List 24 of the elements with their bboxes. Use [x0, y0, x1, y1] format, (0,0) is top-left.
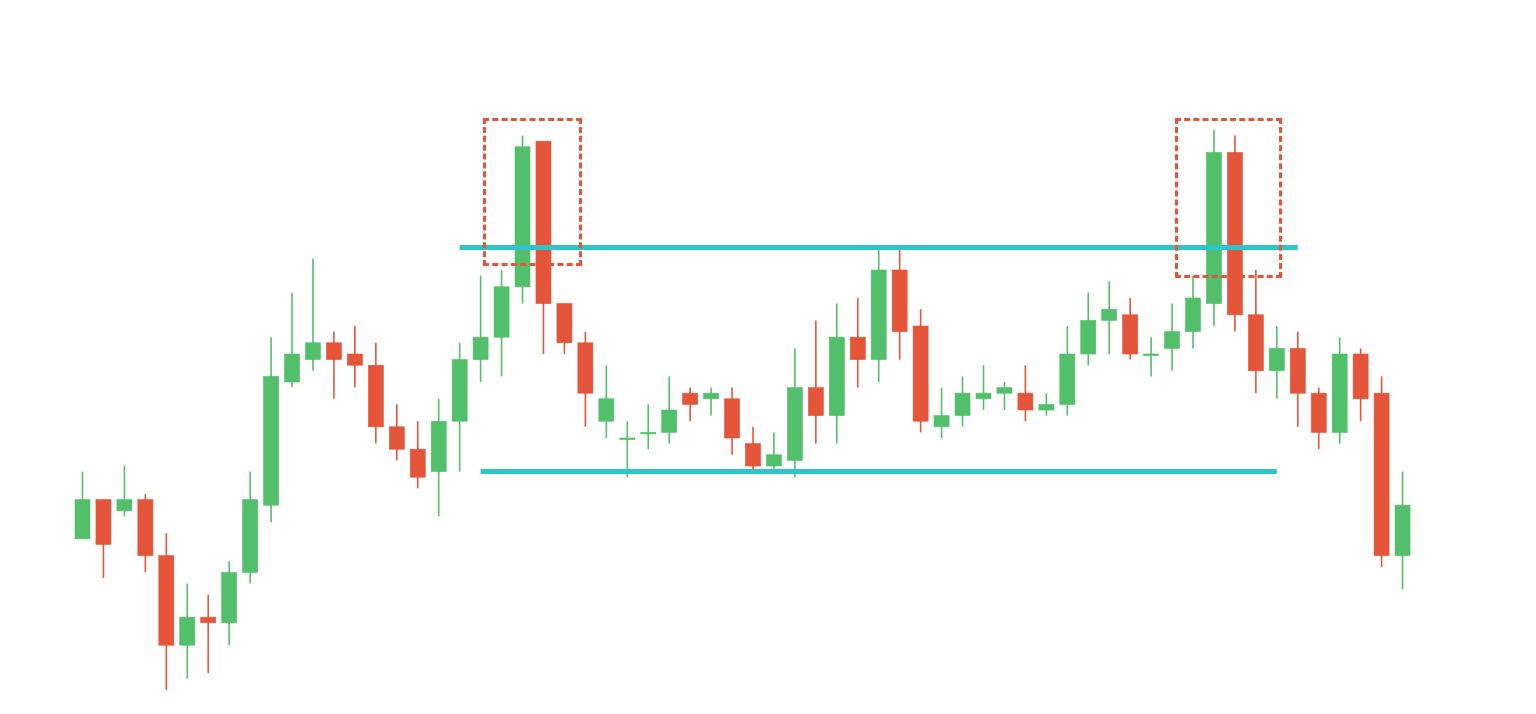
candlestick — [1017, 364, 1034, 422]
candlestick — [954, 375, 971, 428]
candlestick — [703, 386, 719, 417]
candlestick — [975, 364, 992, 411]
candlestick — [116, 465, 133, 518]
candlestick — [389, 403, 405, 462]
candlestick — [661, 375, 677, 445]
candlestick — [682, 386, 698, 422]
candlestick — [640, 403, 657, 450]
candlestick — [598, 364, 615, 439]
candlestick — [996, 381, 1013, 411]
candlestick — [1101, 280, 1117, 355]
candlestick — [1143, 336, 1159, 378]
candlestick — [1038, 392, 1055, 417]
candlestick — [849, 297, 866, 389]
candlestick — [200, 594, 217, 674]
candlestick — [347, 325, 363, 389]
candlestick — [305, 258, 321, 372]
candlestick — [472, 274, 489, 383]
candlestick — [619, 420, 636, 478]
candlestick — [1164, 302, 1180, 372]
candlestick — [933, 386, 950, 439]
candlestick — [326, 330, 342, 400]
candlestick — [1269, 325, 1285, 400]
